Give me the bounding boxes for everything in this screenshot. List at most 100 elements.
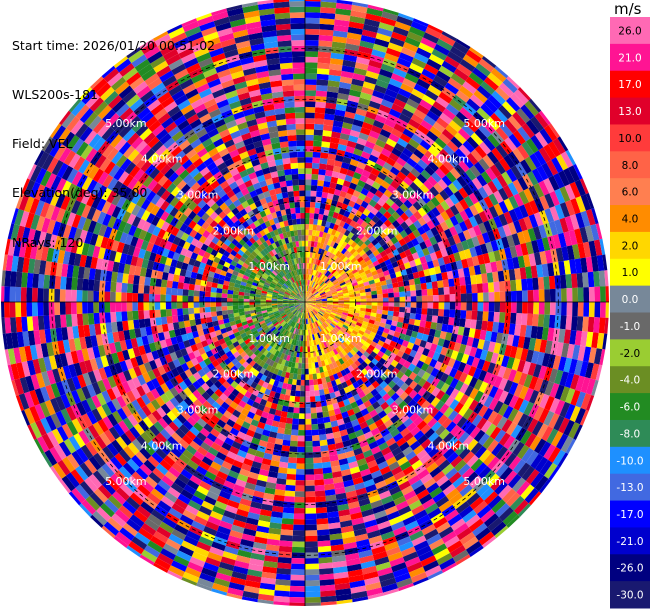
velocity-gate [487,72,503,87]
velocity-gate [498,312,506,323]
velocity-gate [335,244,342,251]
velocity-gate [384,274,392,281]
velocity-gate [396,276,404,283]
velocity-gate [323,238,329,245]
velocity-gate [327,153,337,161]
velocity-gate [305,391,310,397]
velocity-gate [483,292,489,302]
velocity-gate [488,251,496,263]
velocity-gate [332,125,343,134]
velocity-gate [515,313,523,325]
velocity-gate [398,286,405,293]
velocity-gate [323,119,334,126]
velocity-gate [320,445,329,452]
velocity-gate [459,276,466,286]
velocity-gate [295,385,301,392]
velocity-gate [544,193,555,209]
velocity-gate [305,485,315,492]
velocity-gate [315,101,326,109]
velocity-gate [215,297,222,302]
velocity-gate [306,291,309,297]
velocity-gate [403,262,412,270]
velocity-gate [305,480,315,486]
velocity-gate [316,286,322,291]
velocity-gate [327,273,333,279]
velocity-gate [347,286,354,291]
velocity-gate [489,164,502,178]
velocity-gate [143,302,150,311]
velocity-gate [381,265,389,273]
velocity-gate [386,83,401,94]
velocity-gate [343,116,355,125]
velocity-gate [318,260,324,267]
velocity-gate [318,34,333,42]
velocity-gate [417,124,430,136]
velocity-gate [324,244,330,252]
velocity-gate [305,140,314,147]
velocity-gate [419,241,428,250]
velocity-gate [383,189,393,199]
velocity-gate [316,191,323,198]
velocity-gate [454,212,464,224]
velocity-gate [305,491,316,498]
velocity-gate [322,186,330,193]
velocity-gate [377,305,383,311]
velocity-gate [539,195,550,211]
velocity-gate [576,316,584,332]
velocity-gate [391,228,400,237]
velocity-gate [481,232,491,244]
velocity-gate [316,277,321,284]
velocity-gate [465,168,477,181]
velocity-gate [171,315,179,323]
velocity-gate [342,290,349,294]
velocity-gate [378,238,387,247]
velocity-gate [305,28,320,35]
velocity-gate [305,101,316,108]
velocity-gate [330,247,336,254]
velocity-gate [402,77,417,89]
velocity-gate [372,223,380,232]
velocity-gate [364,231,372,239]
velocity-gate [138,310,145,320]
velocity-gate [283,434,292,441]
velocity-gate [26,302,33,317]
velocity-gate [508,133,522,149]
velocity-gate [468,215,479,228]
velocity-gate [335,103,347,112]
velocity-gate [296,457,305,464]
velocity-gate [327,192,334,200]
velocity-gate [305,430,313,436]
velocity-gate [384,88,398,99]
velocity-gate [210,306,217,312]
velocity-gate [121,302,127,312]
velocity-gate [497,226,507,239]
velocity-gate [438,91,453,104]
velocity-gate [338,172,347,181]
velocity-gate [455,302,462,311]
velocity-gate [361,228,369,236]
velocity-gate [318,254,323,261]
velocity-gate [409,153,421,164]
velocity-gate [329,205,337,212]
velocity-gate [434,265,442,275]
velocity-gate [313,129,324,136]
velocity-gate [364,238,372,247]
velocity-gate [362,278,369,284]
velocity-gate [312,435,320,442]
velocity-gate [26,316,34,332]
velocity-gate [221,310,228,316]
velocity-gate [305,218,310,225]
velocity-gate [305,179,312,186]
velocity-gate [548,314,556,329]
velocity-gate [414,258,422,266]
velocity-gate [325,96,338,104]
velocity-gate [450,261,458,271]
velocity-gate [171,294,177,302]
velocity-gate [330,136,340,144]
velocity-gate [351,78,365,87]
velocity-gate [391,31,407,42]
velocity-gate [442,160,455,172]
velocity-gate [465,49,482,64]
velocity-gate [359,92,373,101]
velocity-gate [447,182,459,194]
